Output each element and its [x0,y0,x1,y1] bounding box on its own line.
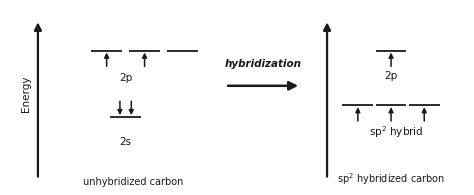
Text: Energy: Energy [21,75,31,112]
Text: unhybridized carbon: unhybridized carbon [82,177,183,187]
Text: 2p: 2p [384,71,398,81]
Text: hybridization: hybridization [225,59,301,69]
Text: sp$^2$ hybrid: sp$^2$ hybrid [369,125,423,141]
Text: sp$^2$ hybridized carbon: sp$^2$ hybridized carbon [337,171,445,187]
Text: 2s: 2s [119,137,132,147]
Text: 2p: 2p [119,73,132,83]
